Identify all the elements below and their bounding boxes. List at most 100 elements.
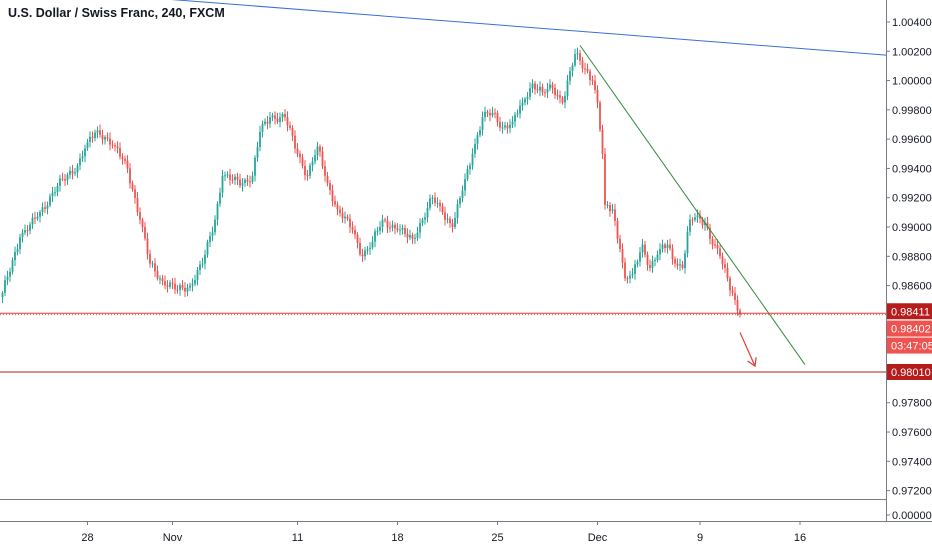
candle [346, 214, 349, 221]
candle [56, 182, 59, 197]
candle-body [444, 212, 446, 220]
candle [504, 121, 506, 130]
candle-body [29, 224, 31, 231]
candle [214, 215, 216, 236]
candle-body [219, 192, 221, 204]
candle-body [681, 264, 684, 269]
candle-body [246, 179, 249, 182]
candle [131, 180, 134, 192]
candle [706, 216, 709, 231]
candle-body [256, 146, 259, 158]
countdown-tag-text: 03:47:05 [891, 341, 932, 353]
candle [426, 202, 429, 223]
candle [469, 162, 471, 175]
candle [364, 246, 366, 261]
candle [631, 268, 634, 279]
candle-body [106, 137, 109, 139]
candle [421, 217, 424, 227]
candle-body [574, 54, 576, 66]
candle-body [4, 280, 6, 293]
candle [566, 74, 569, 101]
candle-body [511, 121, 514, 125]
candle [336, 201, 339, 216]
candle-body [11, 260, 14, 272]
candle-body [519, 105, 521, 114]
candle-body [394, 224, 396, 229]
candle [94, 129, 96, 142]
target-price-tag-bg [887, 363, 932, 380]
candle-body [34, 217, 36, 219]
candle-body [401, 228, 404, 230]
candle-body [19, 237, 21, 250]
candle-body [706, 222, 709, 228]
candle-body [249, 181, 251, 183]
candle [114, 142, 116, 152]
candle-body [186, 287, 189, 292]
candle-body [591, 79, 594, 81]
candle [129, 163, 131, 189]
candle [564, 91, 566, 109]
candle [649, 259, 651, 272]
candle [399, 224, 401, 236]
candle [579, 49, 581, 65]
candle [14, 246, 16, 266]
upper-trendline [171, 0, 886, 56]
candle-body [361, 254, 364, 257]
candle-body [459, 198, 461, 205]
candle-body [44, 207, 46, 209]
candle [521, 97, 524, 111]
candle-body [66, 174, 69, 181]
candle-body [296, 148, 299, 154]
candle-body [541, 86, 544, 93]
candle [514, 111, 516, 128]
candle-body [269, 117, 271, 124]
candle-body [606, 204, 609, 206]
x-tick-label: 25 [491, 532, 503, 544]
candle [224, 171, 226, 182]
y-tick-label: 0.99000 [892, 222, 932, 234]
candle-body [701, 218, 704, 226]
candle [144, 222, 146, 241]
candle-body [316, 146, 319, 156]
candle [541, 83, 544, 96]
candle [36, 212, 39, 221]
candle-body [739, 310, 741, 315]
candle [276, 112, 279, 124]
candle [394, 222, 396, 235]
candle [534, 80, 536, 95]
candle-body [374, 231, 376, 242]
candle-body [21, 232, 24, 238]
candle-body [286, 117, 289, 126]
candle-body [194, 280, 196, 284]
candle-body [276, 118, 279, 122]
y-tick-label: 0.99800 [892, 105, 932, 117]
candle [24, 224, 26, 236]
candle-body [99, 130, 101, 135]
candle-body [306, 175, 309, 177]
candle-body [261, 124, 264, 132]
candle-body [626, 278, 629, 280]
candle [531, 79, 534, 94]
candle-body [684, 253, 686, 269]
candle [316, 141, 319, 161]
candle-body [189, 285, 191, 288]
candle-body [564, 96, 566, 103]
candle [629, 270, 631, 284]
candle [601, 124, 604, 160]
candle [26, 224, 29, 237]
candle [121, 153, 124, 165]
candle [431, 194, 434, 205]
candle [454, 212, 456, 230]
candle-body [351, 227, 354, 230]
candle [139, 207, 141, 225]
candle-body [6, 276, 9, 281]
candle-body [24, 230, 26, 233]
candle [284, 109, 286, 121]
candle [589, 69, 591, 86]
candle-body [589, 71, 591, 80]
candle-body [711, 238, 714, 245]
candle-body [161, 278, 164, 282]
falling-trendline [579, 45, 806, 365]
candle-body [676, 263, 679, 266]
